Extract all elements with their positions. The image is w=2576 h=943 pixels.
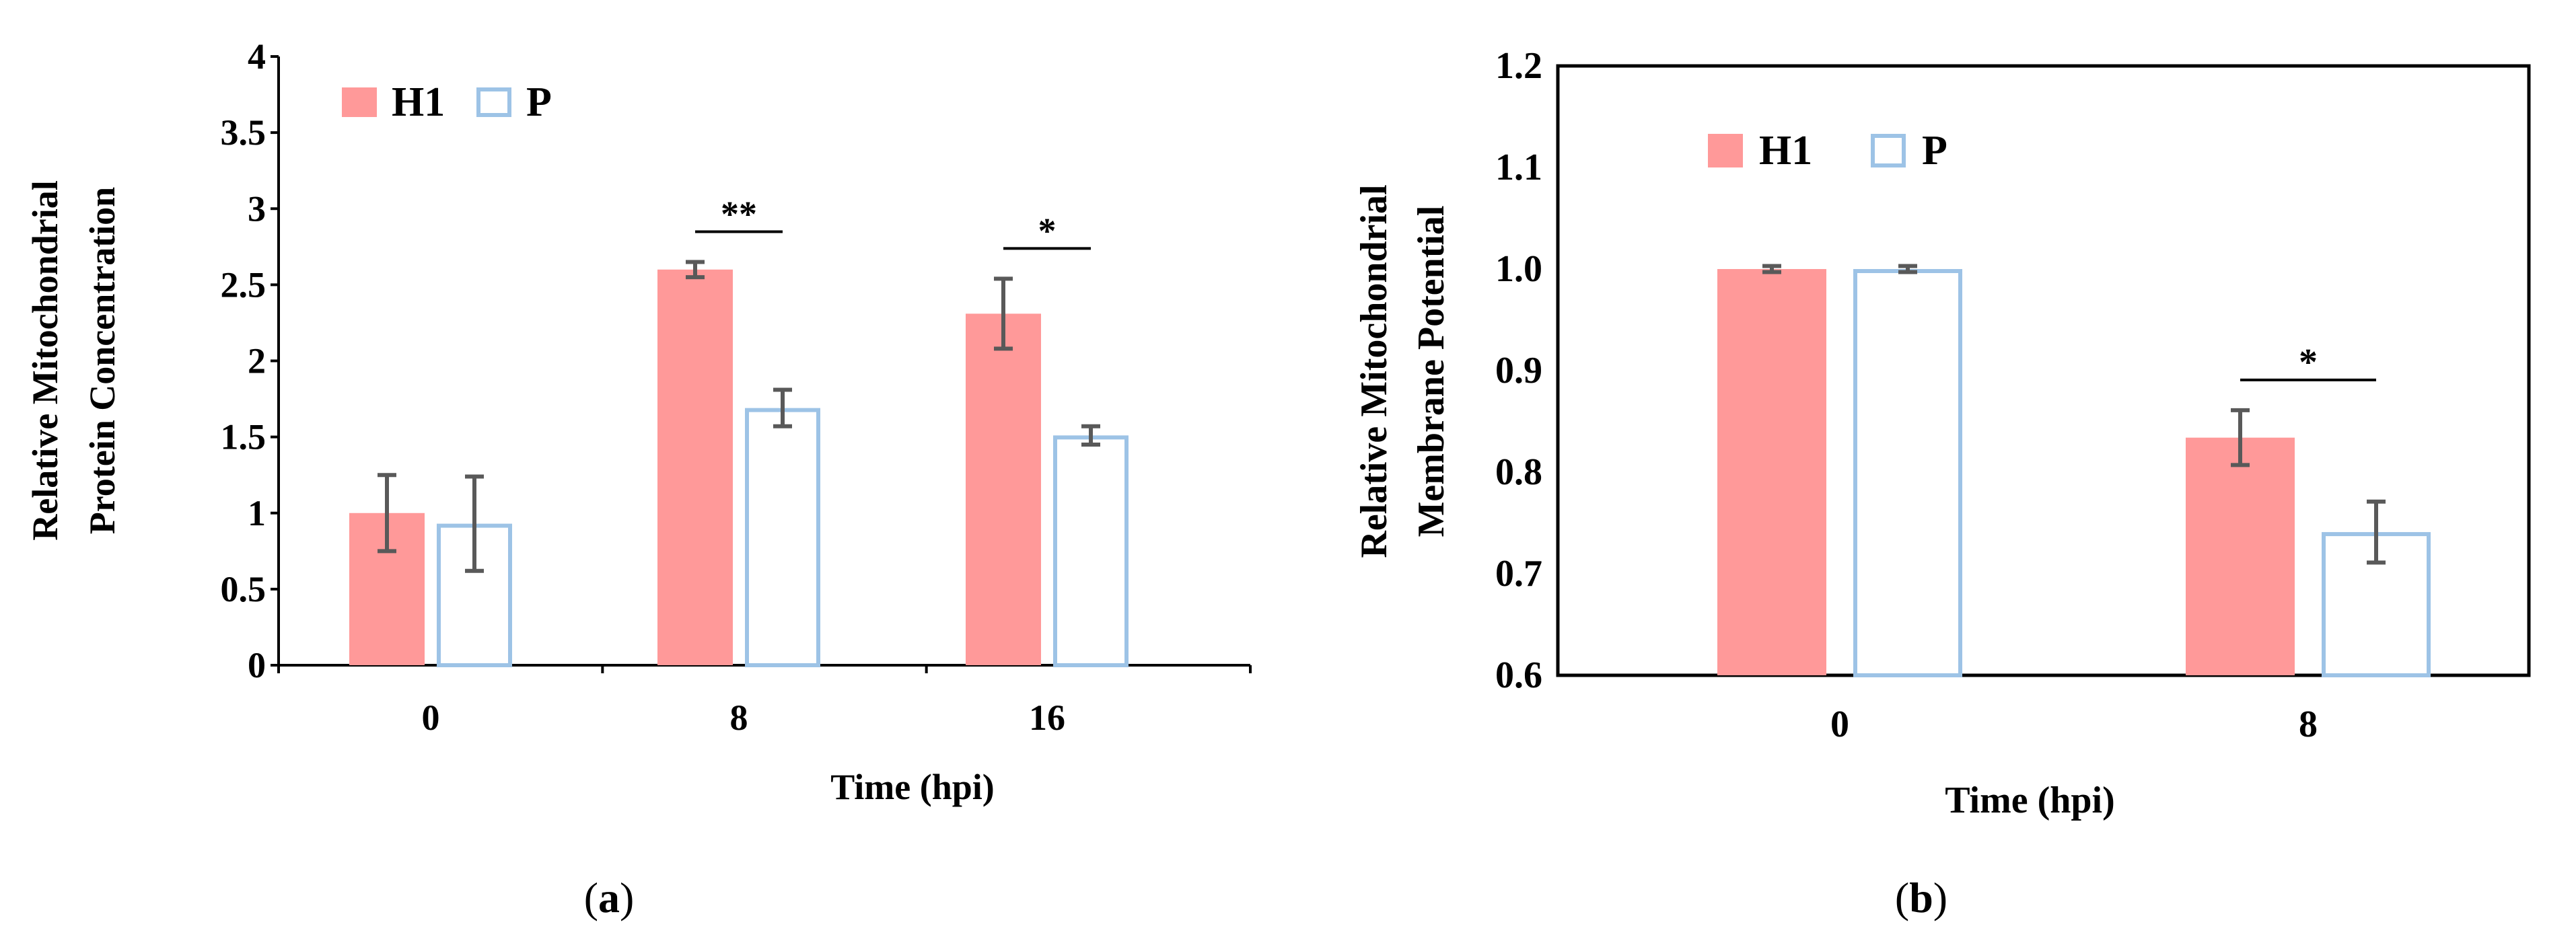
panel-label-close-paren: )	[620, 874, 634, 921]
bar-h1	[966, 313, 1041, 665]
legend-swatch-p	[476, 87, 511, 117]
x-tick-label: 8	[2299, 704, 2318, 745]
legend-label-p: P	[526, 79, 552, 125]
panel-label: (b)	[1895, 874, 1947, 921]
significance-marker: *	[1038, 211, 1057, 251]
y-tick-label: 2.5	[221, 264, 266, 305]
y-tick-label: 1.1	[1495, 147, 1542, 188]
panel-label-open-paren: (	[1895, 874, 1909, 921]
panel-label-open-paren: (	[584, 874, 598, 921]
bar-h1	[657, 269, 733, 665]
y-tick-label: 0.5	[221, 569, 266, 609]
y-tick-label: 0.6	[1495, 654, 1542, 696]
legend-swatch-p	[1871, 134, 1906, 167]
bar-h1	[1717, 269, 1826, 675]
bar-p	[745, 408, 820, 667]
bar-h1	[2186, 437, 2295, 675]
y-tick-label: 4	[248, 36, 266, 77]
y-tick-label: 3	[248, 188, 266, 229]
legend-swatch-h1	[1708, 134, 1743, 167]
y-axis-title-line: Relative Mitochondrial	[25, 180, 65, 540]
plot-frame	[1556, 64, 2531, 677]
significance-marker: **	[721, 194, 757, 234]
legend-label-h1: H1	[392, 79, 445, 125]
legend-label-h1: H1	[1759, 128, 1812, 174]
panel-label-close-paren: )	[1933, 874, 1947, 921]
y-axis-title: Relative Mitochondrial Membrane Potential	[1353, 184, 1452, 558]
y-tick-label: 1.5	[221, 417, 266, 457]
x-tick-label: 0	[1830, 704, 1849, 745]
y-tick-label: 1.2	[1495, 45, 1542, 87]
y-tick-label: 2	[248, 341, 266, 381]
bar-p	[1853, 269, 1962, 677]
x-axis-title: Time (hpi)	[1945, 780, 2115, 821]
x-tick-label: 8	[730, 697, 748, 738]
legend-swatch-h1	[342, 87, 377, 117]
x-tick-label: 16	[1029, 697, 1065, 738]
bar-p	[1053, 435, 1129, 667]
panel-label-letter: b	[1909, 874, 1933, 921]
legend-label-p: P	[1922, 128, 1947, 174]
y-tick-label: 1	[248, 493, 266, 533]
y-tick-label: 0	[248, 645, 266, 685]
y-tick-label: 0.9	[1495, 350, 1542, 391]
panel-label-letter: a	[598, 874, 620, 921]
x-tick-label: 0	[422, 697, 440, 738]
significance-marker: *	[2299, 342, 2318, 383]
y-axis-title-line: Membrane Potential	[1410, 206, 1452, 537]
y-axis-title-line: Protein Concentration	[82, 187, 122, 534]
y-tick-label: 1.0	[1495, 248, 1542, 290]
chart-panel-b: 0.6 0.7 0.8 0.9 1.0 1.1 1.2 0 8 * H1 P Relative Mito…	[1353, 45, 2531, 921]
y-tick-label: 0.7	[1495, 553, 1542, 595]
y-tick-label: 3.5	[221, 112, 266, 153]
panel-label: (a)	[584, 874, 635, 921]
y-axis-title-line: Relative Mitochondrial	[1353, 184, 1395, 558]
x-axis-title: Time (hpi)	[830, 767, 995, 807]
y-tick-label: 0.8	[1495, 451, 1542, 493]
y-axis-title: Relative Mitochondrial Protein Concentrat…	[25, 180, 122, 540]
